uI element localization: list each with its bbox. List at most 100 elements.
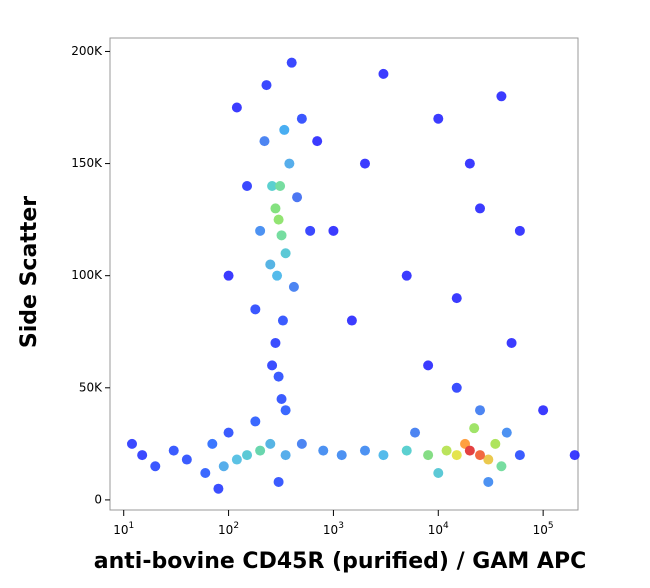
point: [378, 68, 389, 79]
point: [259, 136, 270, 147]
y-tick-label: 50K: [79, 380, 103, 394]
point: [410, 427, 421, 438]
point: [423, 360, 434, 371]
point: [401, 445, 412, 456]
x-tick-label: 101: [113, 521, 134, 537]
point: [501, 427, 512, 438]
x-tick-label: 104: [428, 521, 449, 537]
point: [137, 450, 148, 461]
point: [242, 450, 253, 461]
point: [401, 270, 412, 281]
point: [223, 270, 234, 281]
y-tick-label: 150K: [71, 156, 103, 170]
point: [261, 80, 272, 91]
point: [272, 270, 283, 281]
point: [275, 180, 286, 191]
point: [213, 483, 224, 494]
y-tick-label: 0: [94, 492, 102, 506]
point: [318, 445, 329, 456]
point: [441, 445, 452, 456]
y-axis-title: Side Scatter: [17, 196, 42, 348]
x-tick-base: 10: [113, 523, 128, 537]
y-tick-label: 200K: [71, 44, 103, 58]
point: [276, 394, 287, 405]
point: [277, 315, 288, 326]
point: [496, 461, 507, 472]
point: [475, 405, 486, 416]
point: [433, 113, 444, 124]
point: [207, 438, 218, 449]
point: [223, 427, 234, 438]
x-tick-base: 10: [533, 523, 548, 537]
x-tick-base: 10: [323, 523, 338, 537]
point: [286, 57, 297, 68]
point: [328, 225, 339, 236]
point: [250, 304, 261, 315]
point: [312, 136, 323, 147]
point: [296, 113, 307, 124]
point: [280, 248, 291, 259]
point: [279, 124, 290, 135]
point: [250, 416, 261, 427]
point: [242, 180, 253, 191]
points: [127, 57, 580, 494]
x-tick-exponent: 4: [443, 521, 449, 531]
point: [569, 450, 580, 461]
x-tick-label: 103: [323, 521, 344, 537]
point: [168, 445, 179, 456]
point: [514, 225, 525, 236]
point: [514, 450, 525, 461]
point: [359, 445, 370, 456]
point: [280, 405, 291, 416]
point: [270, 203, 281, 214]
point: [231, 102, 242, 113]
point: [451, 450, 462, 461]
y-tick-label: 100K: [71, 268, 103, 282]
plot-frame: [109, 37, 579, 511]
x-tick-base: 10: [428, 523, 443, 537]
point: [150, 461, 161, 472]
point: [305, 225, 316, 236]
point: [538, 405, 549, 416]
point: [265, 259, 276, 270]
x-tick-exponent: 1: [128, 521, 134, 531]
point: [483, 476, 494, 487]
point: [255, 225, 266, 236]
point: [359, 158, 370, 169]
point: [451, 293, 462, 304]
point: [475, 450, 486, 461]
point: [273, 476, 284, 487]
x-axis-title: anti-bovine CD45R (purified) / GAM APC: [94, 549, 586, 574]
point: [276, 230, 287, 241]
point: [231, 454, 242, 465]
point: [270, 337, 281, 348]
point: [267, 360, 278, 371]
point: [273, 214, 284, 225]
point: [433, 468, 444, 479]
point: [346, 315, 357, 326]
x-tick-exponent: 2: [233, 521, 239, 531]
point: [296, 438, 307, 449]
point: [280, 450, 291, 461]
point: [490, 438, 501, 449]
point: [273, 371, 284, 382]
point: [423, 450, 434, 461]
point: [265, 438, 276, 449]
point: [451, 382, 462, 393]
point: [464, 445, 475, 456]
point: [200, 468, 211, 479]
point: [267, 180, 278, 191]
point: [475, 203, 486, 214]
point: [506, 337, 517, 348]
point: [336, 450, 347, 461]
point: [181, 454, 192, 465]
point: [292, 192, 303, 203]
point: [496, 91, 507, 102]
x-tick-base: 10: [218, 523, 233, 537]
point: [127, 438, 138, 449]
point: [469, 423, 480, 434]
point: [218, 461, 229, 472]
point: [464, 158, 475, 169]
point: [255, 445, 266, 456]
